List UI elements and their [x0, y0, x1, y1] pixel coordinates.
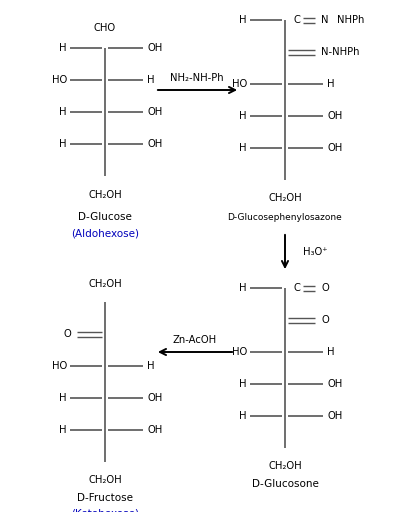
Text: H: H: [59, 107, 67, 117]
Text: D-Fructose: D-Fructose: [77, 493, 133, 503]
Text: H: H: [239, 379, 247, 389]
Text: H: H: [59, 43, 67, 53]
Text: CH₂OH: CH₂OH: [88, 279, 122, 289]
Text: CH₂OH: CH₂OH: [268, 461, 302, 471]
Text: OH: OH: [147, 393, 162, 403]
Text: NHPh: NHPh: [337, 15, 364, 25]
Text: H: H: [59, 425, 67, 435]
Text: H: H: [147, 75, 155, 85]
Text: D-Glucosone: D-Glucosone: [252, 479, 318, 489]
Text: H: H: [239, 143, 247, 153]
Text: N: N: [321, 15, 328, 25]
Text: (Aldohexose): (Aldohexose): [71, 228, 139, 238]
Text: C: C: [293, 15, 300, 25]
Text: H: H: [327, 347, 335, 357]
Text: OH: OH: [327, 411, 342, 421]
Text: OH: OH: [147, 139, 162, 149]
Text: H₃O⁺: H₃O⁺: [303, 247, 328, 257]
Text: OH: OH: [147, 425, 162, 435]
Text: HO: HO: [232, 79, 247, 89]
Text: H: H: [59, 393, 67, 403]
Text: HO: HO: [52, 361, 67, 371]
Text: H: H: [239, 15, 247, 25]
Text: H: H: [239, 111, 247, 121]
Text: H: H: [59, 139, 67, 149]
Text: O: O: [321, 315, 329, 325]
Text: OH: OH: [327, 379, 342, 389]
Text: Zn-AcOH: Zn-AcOH: [173, 335, 217, 345]
Text: H: H: [147, 361, 155, 371]
Text: NH₂-NH-Ph: NH₂-NH-Ph: [170, 73, 224, 83]
Text: CH₂OH: CH₂OH: [88, 190, 122, 200]
Text: O: O: [63, 329, 71, 339]
Text: HO: HO: [232, 347, 247, 357]
Text: HO: HO: [52, 75, 67, 85]
Text: D-Glucose: D-Glucose: [78, 212, 132, 222]
Text: O: O: [321, 283, 329, 293]
Text: CH₂OH: CH₂OH: [268, 193, 302, 203]
Text: CH₂OH: CH₂OH: [88, 475, 122, 485]
Text: D-Glucosephenylosazone: D-Glucosephenylosazone: [228, 214, 342, 223]
Text: H: H: [239, 411, 247, 421]
Text: H: H: [239, 283, 247, 293]
Text: OH: OH: [327, 143, 342, 153]
Text: CHO: CHO: [94, 23, 116, 33]
Text: H: H: [327, 79, 335, 89]
Text: C: C: [293, 283, 300, 293]
Text: N-NHPh: N-NHPh: [321, 47, 359, 57]
Text: (Ketohexose): (Ketohexose): [71, 509, 139, 512]
Text: OH: OH: [147, 43, 162, 53]
Text: OH: OH: [327, 111, 342, 121]
Text: OH: OH: [147, 107, 162, 117]
